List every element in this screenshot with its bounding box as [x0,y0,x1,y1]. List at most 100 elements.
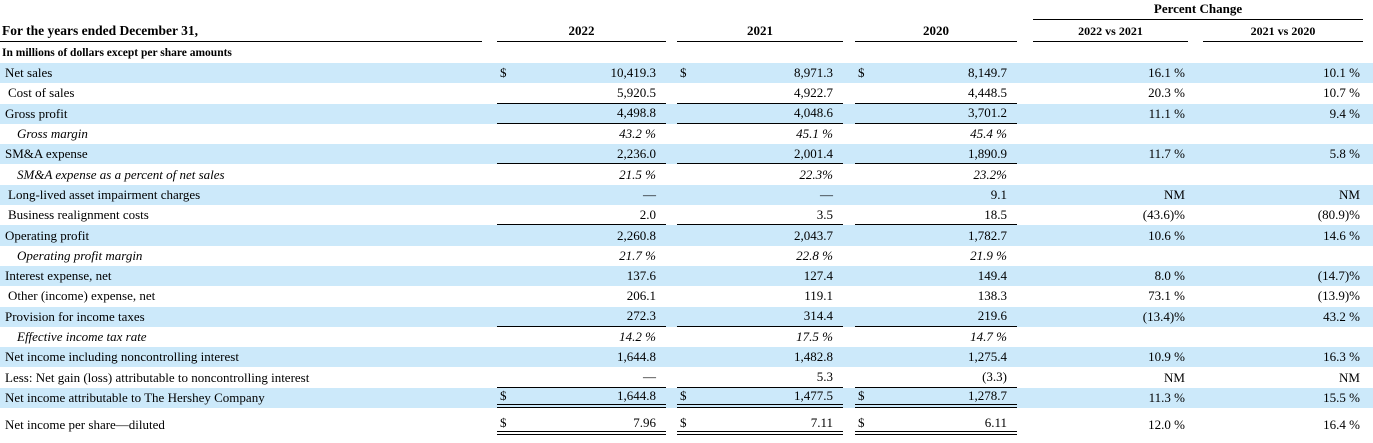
column-gap [1188,367,1203,387]
column-gap [482,164,497,184]
percent-change-2022-vs-2021: 11.1 % [1148,105,1185,121]
table-row: Cost of sales 5,920.5 4,922.7 4,448.5 20.3 %… [0,83,1373,104]
column-gap [666,327,677,347]
amount-cell-2021: 22.3% [677,164,843,184]
amount-cell-2022: — [497,367,666,388]
amount-value-2020: 21.9 % [970,247,1007,263]
column-gap [666,124,677,144]
amount-value-2021: 127.4 [803,268,833,284]
row-label-header: For the years ended December 31, [0,20,482,42]
column-gap [843,246,855,266]
column-gap [482,225,497,245]
amount-cell-2022: 43.2 % [497,124,666,144]
amount-value-2020: 219.6 [977,308,1007,324]
percent-change-2022-vs-2021: 10.9 % [1148,349,1185,365]
percent-change-2021-vs-2020: (14.7)% [1317,268,1360,284]
column-gap [1363,415,1373,435]
column-gap [843,144,855,164]
amount-cell-2022: — [497,185,666,205]
column-gap [482,327,497,347]
column-gap [1188,83,1203,103]
column-gap [1363,205,1373,225]
row-label: Net income attributable to The Hershey C… [5,389,265,405]
column-gap [482,307,497,327]
dollar-sign: $ [680,387,687,403]
column-gap [1363,0,1373,20]
column-gap [1188,164,1203,184]
dollar-sign: $ [858,415,865,431]
column-gap [482,246,497,266]
column-gap [482,124,497,144]
column-gap [482,83,497,103]
column-gap [1188,347,1203,367]
dollar-sign: $ [858,387,865,403]
dollar-sign: $ [500,415,507,431]
row-label: Net income per share—diluted [5,417,165,433]
amount-cell-2021: 127.4 [677,266,843,286]
dollar-sign: $ [858,65,865,81]
amount-cell-2021: 1,482.8 [677,347,843,367]
column-gap [1188,104,1203,124]
table-row: Net income attributable to The Hershey C… [0,387,1373,409]
percent-change-2022-vs-2021: 11.7 % [1148,146,1185,162]
column-gap [1188,20,1203,42]
amount-cell-2020: 3,701.2 [855,104,1017,124]
amount-value-2021: 5.3 [816,369,833,385]
table-row: Operating profit margin 21.7 % 22.8 % 21.9 … [0,246,1373,266]
column-header-2021-vs-2020: 2021 vs 2020 [1203,20,1363,42]
amount-cell-2020: 1,275.4 [855,347,1017,367]
amount-cell-2022: $1,644.8 [497,388,666,409]
column-gap [1017,164,1033,184]
column-gap [666,286,677,306]
percent-change-2022-vs-2021: NM [1164,186,1185,202]
amount-cell-2022: $7.96 [497,415,666,436]
amount-cell-2022: 21.5 % [497,164,666,184]
amount-value-2021: 2,001.4 [794,145,833,161]
column-gap [1363,266,1373,286]
column-gap [1188,63,1203,83]
amount-value-2020: 4,448.5 [968,84,1007,100]
column-gap [1188,225,1203,245]
row-label: Cost of sales [8,85,75,101]
table-row: Gross margin 43.2 % 45.1 % 45.4 % [0,124,1373,144]
percent-change-2022-vs-2021: (43.6)% [1142,207,1185,223]
column-gap [1363,63,1373,83]
amount-value-2021: 22.8 % [796,247,833,263]
column-gap [1017,144,1033,164]
percent-change-2022-vs-2021 [1033,124,1188,144]
amount-cell-2020: 1,782.7 [855,225,1017,245]
percent-change-2022-vs-2021: 20.3 % [1148,85,1185,101]
percent-change-2022-vs-2021: 11.3 % [1148,389,1185,405]
column-gap [843,164,855,184]
column-gap [1363,286,1373,306]
amount-value-2022: — [643,369,656,385]
amount-cell-2020: $6.11 [855,415,1017,436]
amount-value-2020: 14.7 % [970,329,1007,344]
column-gap [843,367,855,387]
amount-value-2022: 5,920.5 [617,84,656,100]
amount-cell-2022: 2,236.0 [497,144,666,165]
row-label: Gross profit [5,105,68,121]
row-label: Operating profit margin [17,247,143,263]
column-gap [843,83,855,103]
amount-cell-2021: 4,922.7 [677,83,843,104]
column-gap [1188,205,1203,225]
amount-value-2020: 6.11 [984,415,1007,431]
amount-cell-2020: 219.6 [855,307,1017,327]
column-gap [1363,388,1373,408]
percent-change-2021-vs-2020: 15.5 % [1323,389,1360,405]
amount-cell-2021: 4,048.6 [677,104,843,124]
column-gap [1017,347,1033,367]
amount-value-2022: 1,644.8 [617,349,656,365]
column-gap [1188,246,1203,266]
table-row: Gross profit 4,498.8 4,048.6 3,701.2 11.1 % 9… [0,103,1373,124]
amount-value-2021: 3.5 [816,206,833,222]
percent-change-2021-vs-2020: 9.4 % [1329,105,1360,121]
column-gap [666,388,677,408]
column-gap [843,205,855,225]
column-gap [1188,144,1203,164]
amount-cell-2020: 21.9 % [855,246,1017,266]
column-gap [482,367,497,387]
column-gap [843,307,855,327]
percent-change-2021-vs-2020: 5.8 % [1329,146,1360,162]
